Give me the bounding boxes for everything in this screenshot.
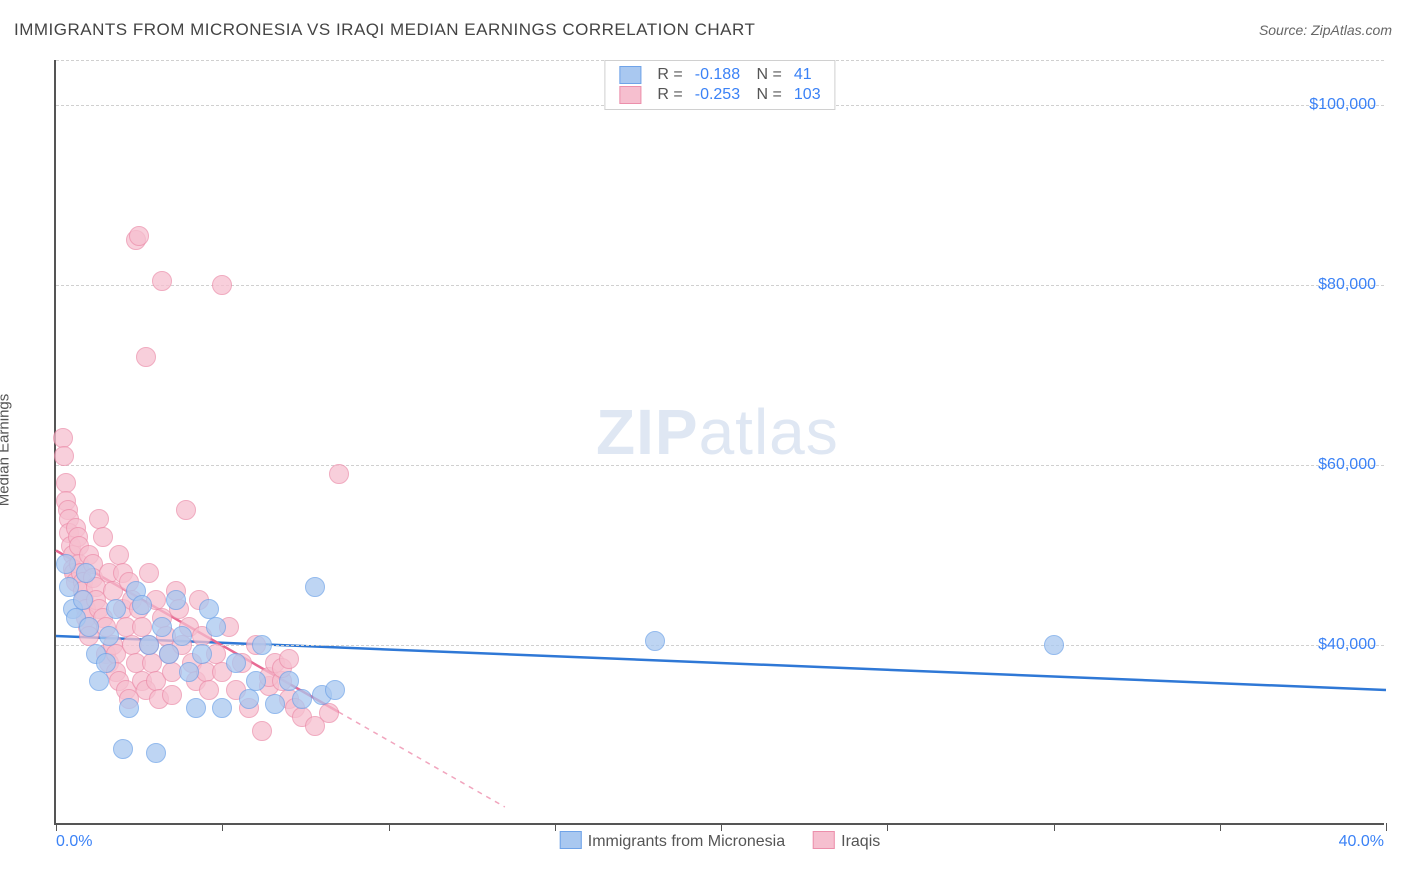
data-point-micronesia — [113, 739, 133, 759]
source-attribution: Source: ZipAtlas.com — [1259, 22, 1392, 38]
legend-item-iraqis: Iraqis — [813, 831, 880, 851]
data-point-micronesia — [186, 698, 206, 718]
data-point-iraqis — [129, 226, 149, 246]
data-point-micronesia — [252, 635, 272, 655]
data-point-micronesia — [166, 590, 186, 610]
swatch-micronesia-bottom — [560, 831, 582, 849]
data-point-iraqis — [109, 545, 129, 565]
data-point-iraqis — [54, 446, 74, 466]
data-point-micronesia — [146, 743, 166, 763]
data-point-micronesia — [246, 671, 266, 691]
data-point-iraqis — [53, 428, 73, 448]
legend-row-micronesia: R =-0.188 N =41 — [613, 65, 826, 85]
chart-title: IMMIGRANTS FROM MICRONESIA VS IRAQI MEDI… — [14, 20, 755, 40]
swatch-micronesia — [619, 66, 641, 84]
data-point-iraqis — [56, 473, 76, 493]
x-axis-min: 0.0% — [56, 833, 92, 851]
data-point-iraqis — [319, 703, 339, 723]
data-point-micronesia — [199, 599, 219, 619]
x-tick — [389, 823, 390, 831]
data-point-micronesia — [226, 653, 246, 673]
watermark: ZIPatlas — [596, 395, 839, 469]
data-point-micronesia — [139, 635, 159, 655]
data-point-micronesia — [106, 599, 126, 619]
data-point-micronesia — [152, 617, 172, 637]
data-point-micronesia — [119, 698, 139, 718]
gridline — [56, 285, 1384, 286]
data-point-iraqis — [93, 527, 113, 547]
x-tick — [1054, 823, 1055, 831]
data-point-iraqis — [329, 464, 349, 484]
swatch-iraqis-bottom — [813, 831, 835, 849]
data-point-micronesia — [172, 626, 192, 646]
data-point-micronesia — [99, 626, 119, 646]
data-point-iraqis — [279, 649, 299, 669]
data-point-micronesia — [292, 689, 312, 709]
data-point-iraqis — [162, 685, 182, 705]
legend-item-micronesia: Immigrants from Micronesia — [560, 831, 785, 851]
data-point-iraqis — [252, 721, 272, 741]
data-point-micronesia — [79, 617, 99, 637]
correlation-legend: R =-0.188 N =41 R =-0.253 N =103 — [604, 60, 835, 110]
x-tick — [721, 823, 722, 831]
data-point-micronesia — [89, 671, 109, 691]
data-point-iraqis — [212, 275, 232, 295]
data-point-micronesia — [73, 590, 93, 610]
plot-area: ZIPatlas R =-0.188 N =41 R =-0.253 N =10… — [54, 60, 1384, 825]
data-point-micronesia — [76, 563, 96, 583]
series-legend: Immigrants from Micronesia Iraqis — [560, 831, 881, 851]
data-point-iraqis — [132, 617, 152, 637]
data-point-micronesia — [192, 644, 212, 664]
data-point-micronesia — [206, 617, 226, 637]
x-tick — [1386, 823, 1387, 831]
chart-container: Median Earnings ZIPatlas R =-0.188 N =41… — [14, 55, 1392, 845]
data-point-iraqis — [152, 271, 172, 291]
y-tick-label: $80,000 — [1318, 276, 1376, 294]
data-point-micronesia — [96, 653, 116, 673]
legend-row-iraqis: R =-0.253 N =103 — [613, 85, 826, 105]
data-point-iraqis — [89, 509, 109, 529]
gridline — [56, 465, 1384, 466]
data-point-micronesia — [305, 577, 325, 597]
data-point-micronesia — [159, 644, 179, 664]
y-tick-label: $60,000 — [1318, 456, 1376, 474]
data-point-micronesia — [265, 694, 285, 714]
y-axis-label: Median Earnings — [0, 394, 13, 507]
y-tick-label: $40,000 — [1318, 636, 1376, 654]
x-tick — [222, 823, 223, 831]
data-point-micronesia — [1044, 635, 1064, 655]
x-tick — [1220, 823, 1221, 831]
x-tick — [887, 823, 888, 831]
data-point-micronesia — [325, 680, 345, 700]
data-point-micronesia — [239, 689, 259, 709]
x-tick — [555, 823, 556, 831]
data-point-micronesia — [279, 671, 299, 691]
data-point-iraqis — [176, 500, 196, 520]
y-tick-label: $100,000 — [1309, 96, 1376, 114]
data-point-micronesia — [56, 554, 76, 574]
data-point-iraqis — [136, 347, 156, 367]
data-point-iraqis — [139, 563, 159, 583]
data-point-micronesia — [132, 595, 152, 615]
swatch-iraqis — [619, 86, 641, 104]
x-tick — [56, 823, 57, 831]
data-point-micronesia — [179, 662, 199, 682]
x-axis-max: 40.0% — [1339, 833, 1384, 851]
data-point-iraqis — [199, 680, 219, 700]
data-point-micronesia — [645, 631, 665, 651]
data-point-micronesia — [212, 698, 232, 718]
